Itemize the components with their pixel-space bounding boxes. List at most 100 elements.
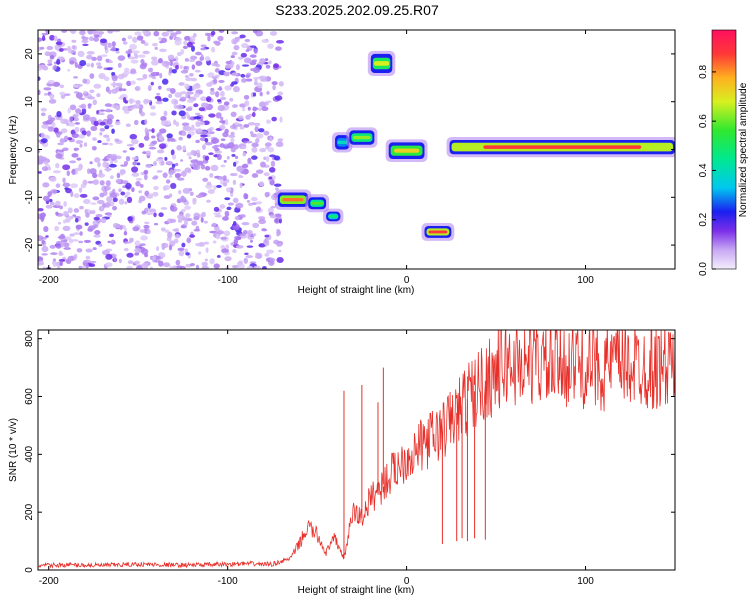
noise-blob xyxy=(243,124,250,128)
noise-blob xyxy=(253,265,261,269)
noise-blob xyxy=(115,50,120,54)
noise-blob xyxy=(227,202,234,206)
y-tick-label: 0 xyxy=(24,567,35,573)
noise-blob xyxy=(41,166,49,172)
noise-blob xyxy=(55,41,63,45)
noise-blob xyxy=(65,188,72,194)
noise-blob xyxy=(73,232,80,236)
noise-blob xyxy=(225,266,229,269)
noise-blob xyxy=(252,107,258,111)
snr-series-line xyxy=(38,330,675,569)
noise-blob xyxy=(260,161,266,168)
noise-blob xyxy=(171,154,177,160)
noise-blob xyxy=(69,60,75,65)
noise-blob xyxy=(210,87,215,92)
noise-blob xyxy=(129,237,134,243)
noise-blob xyxy=(219,143,225,148)
noise-blob xyxy=(99,109,106,112)
noise-blob xyxy=(249,54,257,58)
noise-blob xyxy=(175,64,179,70)
noise-blob xyxy=(41,245,49,253)
noise-blob xyxy=(68,122,75,127)
noise-blob xyxy=(213,40,219,45)
noise-blob xyxy=(117,55,126,61)
noise-blob xyxy=(67,107,71,114)
snr-frame xyxy=(37,329,676,571)
noise-blob xyxy=(226,187,232,193)
noise-blob xyxy=(274,95,283,101)
noise-blob xyxy=(59,261,63,267)
noise-blob xyxy=(227,134,236,138)
noise-blob xyxy=(193,216,200,221)
noise-blob xyxy=(44,51,51,57)
noise-blob xyxy=(230,111,237,118)
feature-core xyxy=(428,230,448,234)
noise-blob xyxy=(181,122,190,127)
noise-blob xyxy=(122,105,129,110)
noise-blob xyxy=(257,107,262,111)
noise-blob xyxy=(103,76,110,82)
noise-blob xyxy=(174,100,179,105)
noise-blob xyxy=(136,162,141,166)
noise-blob xyxy=(234,155,239,160)
noise-blob xyxy=(200,164,206,170)
y-tick-label: -20 xyxy=(24,237,35,252)
noise-blob xyxy=(278,249,282,253)
noise-blob xyxy=(135,181,141,187)
noise-blob xyxy=(215,91,220,98)
noise-blob xyxy=(200,47,207,51)
noise-blob xyxy=(159,72,163,79)
noise-blob xyxy=(60,233,65,239)
noise-blob xyxy=(130,138,139,145)
noise-blob xyxy=(80,183,87,189)
noise-blob xyxy=(136,105,141,109)
noise-blob xyxy=(185,94,189,99)
noise-blob xyxy=(261,106,269,112)
noise-blob xyxy=(247,106,251,111)
noise-blob xyxy=(245,78,253,82)
noise-blob xyxy=(258,243,266,248)
noise-blob xyxy=(110,239,115,245)
noise-blob xyxy=(139,63,147,70)
noise-blob xyxy=(238,174,242,179)
noise-blob xyxy=(259,91,263,97)
noise-blob xyxy=(95,62,102,66)
noise-blob xyxy=(273,217,281,224)
noise-blob xyxy=(148,208,157,213)
noise-blob xyxy=(266,91,270,95)
noise-blob xyxy=(268,176,273,180)
noise-blob xyxy=(193,92,200,98)
noise-blob xyxy=(38,256,44,262)
noise-blob xyxy=(180,159,184,162)
noise-blob xyxy=(49,202,55,206)
noise-blob xyxy=(203,241,210,245)
noise-blob xyxy=(243,257,249,264)
noise-blob xyxy=(79,231,83,236)
noise-blob xyxy=(90,209,96,215)
noise-blob xyxy=(184,83,190,90)
noise-blob xyxy=(210,164,219,172)
noise-blob xyxy=(104,202,111,208)
noise-blob xyxy=(222,216,229,221)
noise-blob xyxy=(207,188,215,195)
noise-blob xyxy=(166,133,173,139)
noise-blob xyxy=(263,156,267,161)
noise-blob xyxy=(40,138,48,144)
noise-blob xyxy=(74,61,78,68)
noise-blob xyxy=(241,64,250,67)
noise-blob xyxy=(160,227,166,232)
noise-blob xyxy=(252,222,260,229)
noise-blob xyxy=(93,120,99,127)
noise-blob xyxy=(256,82,263,89)
noise-blob xyxy=(183,40,188,46)
noise-blob xyxy=(190,159,199,164)
noise-blob xyxy=(79,143,83,148)
feature-core xyxy=(282,197,304,202)
noise-blob xyxy=(211,138,220,144)
noise-blob xyxy=(45,204,53,209)
noise-blob xyxy=(178,110,186,117)
heatmap-y-ticks: -20 -10 0 10 20 xyxy=(24,48,675,252)
noise-blob xyxy=(131,50,140,54)
noise-blob xyxy=(269,154,276,158)
noise-blob xyxy=(223,230,231,237)
